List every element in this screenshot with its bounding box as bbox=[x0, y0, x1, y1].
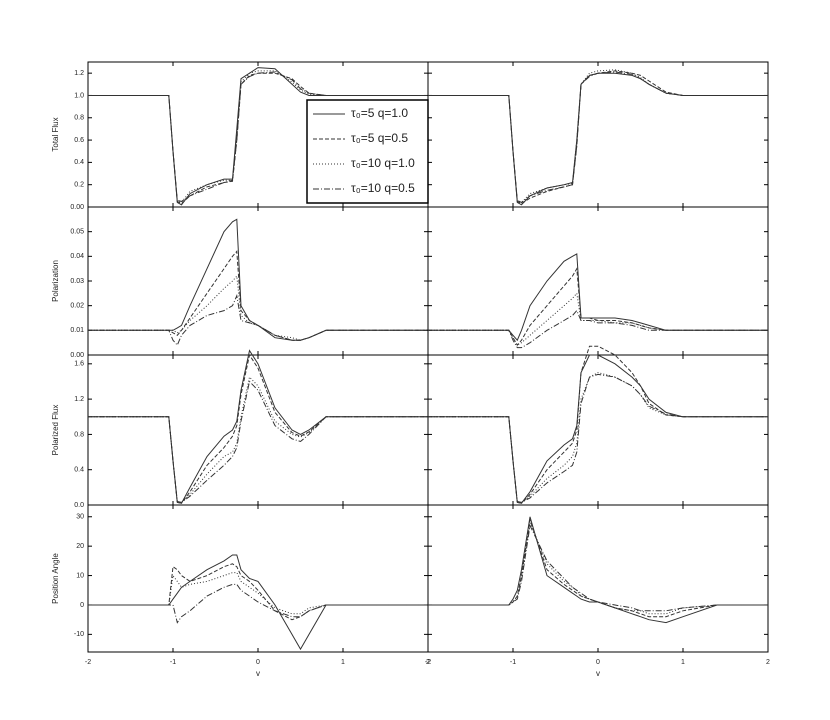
series-line bbox=[428, 69, 768, 204]
series-line bbox=[88, 218, 428, 341]
y-tick-label: 0.02 bbox=[70, 303, 84, 310]
x-tick-label: 0 bbox=[256, 659, 260, 666]
series-line bbox=[88, 353, 428, 504]
series-line bbox=[88, 376, 428, 503]
series-line bbox=[428, 267, 768, 346]
series-line bbox=[88, 380, 428, 503]
series-line bbox=[428, 519, 768, 618]
y-tick-label: -10 bbox=[74, 631, 84, 638]
series-line bbox=[428, 345, 768, 504]
x-tick-label: 0 bbox=[596, 659, 600, 666]
panel-frame bbox=[87, 206, 429, 356]
series-line bbox=[428, 373, 768, 503]
y-tick-label: 20 bbox=[76, 543, 84, 550]
x-axis-label: v bbox=[596, 669, 600, 678]
panel-frame bbox=[427, 354, 769, 506]
series-line bbox=[88, 294, 428, 347]
series-line bbox=[428, 71, 768, 204]
y-tick-label: 0.8 bbox=[74, 431, 84, 438]
y-tick-label: 0.8 bbox=[74, 115, 84, 122]
series-line bbox=[428, 516, 768, 624]
panel-frame bbox=[427, 61, 769, 208]
x-tick-label: 2 bbox=[426, 659, 430, 666]
x-tick-label: 2 bbox=[766, 659, 770, 666]
series-line bbox=[88, 554, 428, 651]
y-tick-label: 0.01 bbox=[70, 327, 84, 334]
y-tick-label: 0.6 bbox=[74, 137, 84, 144]
y-tick-label: 0 bbox=[80, 602, 84, 609]
y-tick-label: 0.00 bbox=[70, 204, 84, 211]
x-tick-label: -1 bbox=[510, 659, 516, 666]
series-line bbox=[428, 292, 768, 346]
series-line bbox=[88, 71, 428, 202]
series-line bbox=[88, 250, 428, 341]
panel-frame bbox=[87, 504, 429, 653]
legend-label: τ₀=5 q=1.0 bbox=[351, 106, 408, 120]
x-tick-label: -2 bbox=[425, 659, 431, 666]
series-line bbox=[428, 309, 768, 349]
y-tick-label: 1.2 bbox=[74, 396, 84, 403]
series-line bbox=[428, 253, 768, 342]
legend: τ₀=5 q=1.0 τ₀=5 q=0.5 τ₀=10 q=1.0 τ₀=10 q=0… bbox=[306, 99, 429, 204]
y-tick-label: 1.6 bbox=[74, 361, 84, 368]
series-line bbox=[428, 520, 768, 615]
series-line bbox=[88, 572, 428, 615]
x-tick-label: 1 bbox=[341, 659, 345, 666]
x-tick-label: 1 bbox=[681, 659, 685, 666]
panel-frame bbox=[427, 206, 769, 356]
y-tick-label: 0.0 bbox=[74, 502, 84, 509]
y-tick-label: 0.05 bbox=[70, 229, 84, 236]
series-line bbox=[428, 372, 768, 503]
x-tick-label: -1 bbox=[170, 659, 176, 666]
y-axis-label: Polarized Flux bbox=[51, 405, 60, 456]
series-line bbox=[88, 349, 428, 504]
y-axis-label: Polarization bbox=[51, 260, 60, 302]
y-tick-label: 1.0 bbox=[74, 92, 84, 99]
y-tick-label: 0.4 bbox=[74, 467, 84, 474]
x-tick-label: -2 bbox=[85, 659, 91, 666]
panel-frame bbox=[87, 354, 429, 506]
y-tick-label: 1.2 bbox=[74, 70, 84, 77]
y-tick-label: 0.4 bbox=[74, 159, 84, 166]
y-tick-label: 0.2 bbox=[74, 182, 84, 189]
series-line bbox=[428, 72, 768, 206]
legend-box bbox=[306, 99, 429, 204]
y-tick-label: 30 bbox=[76, 514, 84, 521]
series-line bbox=[88, 70, 428, 204]
series-line bbox=[88, 563, 428, 621]
legend-label: τ₀=5 q=0.5 bbox=[351, 131, 408, 145]
y-axis-label: Position Angle bbox=[51, 553, 60, 604]
y-tick-label: 0.04 bbox=[70, 253, 84, 260]
series-line bbox=[428, 70, 768, 205]
y-tick-label: 0.03 bbox=[70, 278, 84, 285]
legend-label: τ₀=10 q=1.0 bbox=[351, 156, 415, 170]
series-line bbox=[428, 523, 768, 612]
x-axis-label: v bbox=[256, 669, 260, 678]
series-line bbox=[428, 354, 768, 504]
panel-frame bbox=[427, 504, 769, 653]
y-tick-label: 10 bbox=[76, 572, 84, 579]
legend-label: τ₀=10 q=0.5 bbox=[351, 181, 415, 195]
series-line bbox=[88, 67, 428, 206]
y-axis-label: Total Flux bbox=[51, 117, 60, 151]
y-tick-label: 0.00 bbox=[70, 352, 84, 359]
